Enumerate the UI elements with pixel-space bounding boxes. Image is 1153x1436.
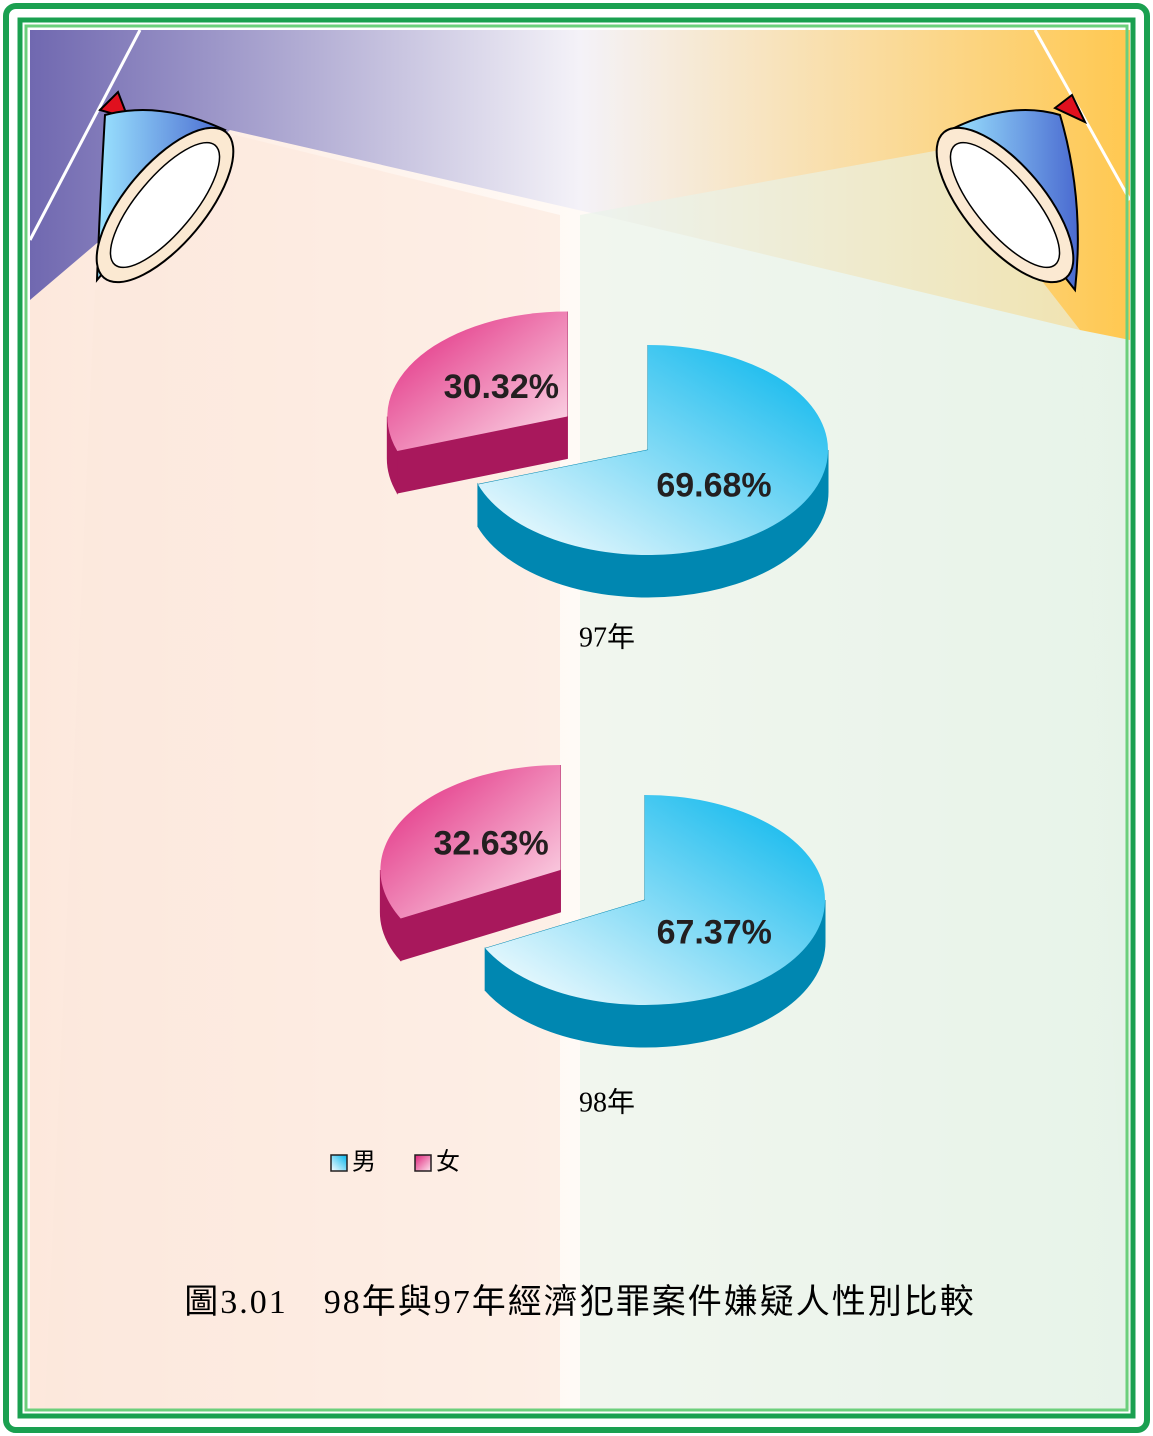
- chart-title: 98年: [579, 1086, 635, 1118]
- chart-title: 97年: [579, 621, 635, 653]
- chart-page: 69.68% 30.32% 97年 67.37% 32.63% 98年 男 女 圖3.01…: [0, 0, 1153, 1436]
- legend-label: 男: [352, 1150, 376, 1176]
- value-label: 69.68%: [656, 466, 771, 504]
- legend-label: 女: [436, 1149, 460, 1176]
- value-label: 30.32%: [444, 368, 559, 406]
- caption: 圖3.01 98年與97年經濟犯罪案件嫌疑人性別比較: [184, 1283, 976, 1321]
- background: [0, 0, 1153, 1436]
- value-label: 67.37%: [657, 914, 772, 952]
- legend-swatch: [331, 1155, 347, 1171]
- legend-swatch: [415, 1155, 431, 1171]
- value-label: 32.63%: [433, 824, 548, 862]
